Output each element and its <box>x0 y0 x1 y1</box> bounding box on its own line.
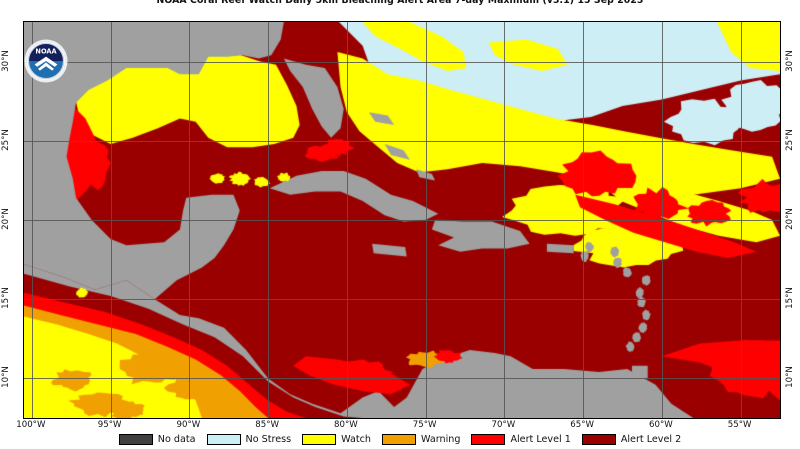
x-tick-label: 75°W <box>412 420 437 430</box>
y-tick-label-right: 10°N <box>785 366 795 389</box>
legend: No data No Stress Watch Warning Alert Level … <box>0 434 800 445</box>
x-tick-label: 80°W <box>334 420 358 430</box>
x-tick-label: 70°W <box>491 420 516 430</box>
x-tick-label: 65°W <box>570 420 594 430</box>
legend-item[interactable]: Warning <box>381 434 461 445</box>
legend-swatch <box>206 434 241 445</box>
x-tick-label: 100°W <box>16 420 46 430</box>
x-tick-label: 90°W <box>176 420 201 430</box>
legend-item[interactable]: No Stress <box>206 434 292 445</box>
x-tick-label: 85°W <box>255 420 279 430</box>
y-tick-label-left: 10°N <box>1 366 11 389</box>
bleaching-alert-raster <box>24 22 780 418</box>
legend-swatch <box>381 434 416 445</box>
legend-label: Alert Level 2 <box>620 434 682 445</box>
legend-item[interactable]: Alert Level 1 <box>471 434 571 445</box>
noaa-logo-icon: NOAA <box>24 39 68 83</box>
legend-item[interactable]: Alert Level 2 <box>581 434 682 445</box>
map-plot-area[interactable] <box>23 21 781 419</box>
legend-label: Watch <box>341 434 371 445</box>
x-tick-label: 55°W <box>727 420 752 430</box>
noaa-logo-text: NOAA <box>35 48 57 56</box>
y-tick-label-left: 20°N <box>1 208 11 230</box>
y-tick-label-right: 25°N <box>785 128 795 151</box>
y-tick-label-left: 25°N <box>1 128 11 151</box>
x-tick-label: 95°W <box>97 420 122 430</box>
y-tick-label-right: 15°N <box>785 287 795 310</box>
legend-swatch <box>302 434 337 445</box>
y-tick-label-left: 30°N <box>1 49 11 72</box>
legend-label: Warning <box>420 434 461 445</box>
legend-swatch <box>118 434 153 445</box>
legend-swatch <box>581 434 616 445</box>
legend-label: No data <box>157 434 196 445</box>
legend-swatch <box>471 434 506 445</box>
y-tick-label-right: 30°N <box>785 49 795 72</box>
page-title: NOAA Coral Reef Watch Daily 5km Bleachin… <box>156 0 644 6</box>
y-tick-label-right: 20°N <box>785 208 795 230</box>
y-tick-label-left: 15°N <box>1 287 11 310</box>
legend-item[interactable]: No data <box>118 434 196 445</box>
legend-item[interactable]: Watch <box>302 434 371 445</box>
legend-label: Alert Level 1 <box>510 434 571 445</box>
x-tick-label: 60°W <box>649 420 673 430</box>
legend-label: No Stress <box>245 434 292 445</box>
